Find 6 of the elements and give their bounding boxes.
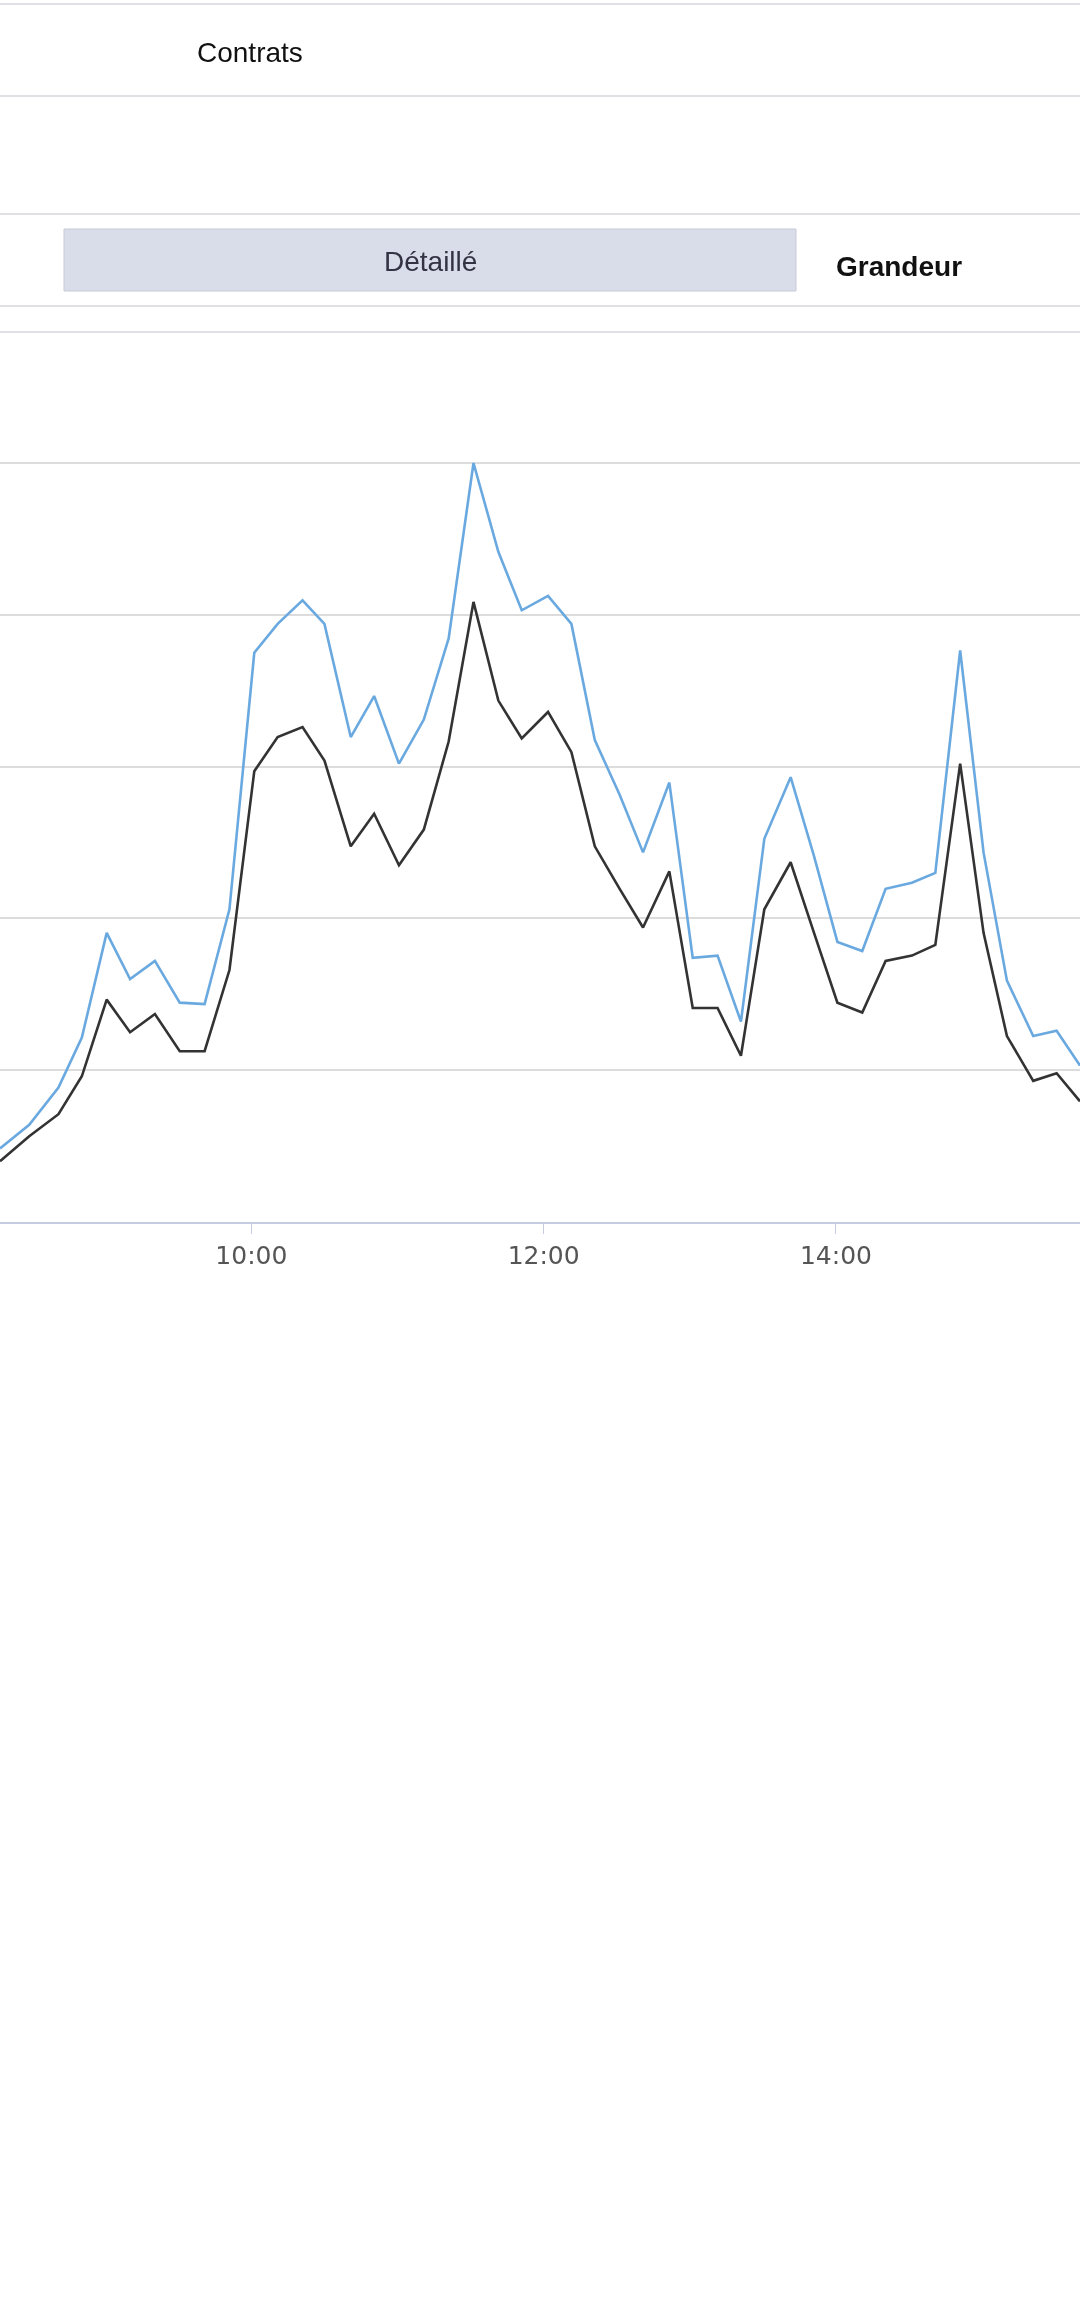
x-tick-label: 10:00: [215, 1240, 288, 1270]
text: Grandeur: [836, 251, 963, 282]
x-tick-label: 12:00: [507, 1240, 580, 1270]
text: Détaillé: [384, 246, 478, 277]
text: Contrats: [197, 37, 303, 68]
x-tick-label: 14:00: [799, 1240, 872, 1270]
